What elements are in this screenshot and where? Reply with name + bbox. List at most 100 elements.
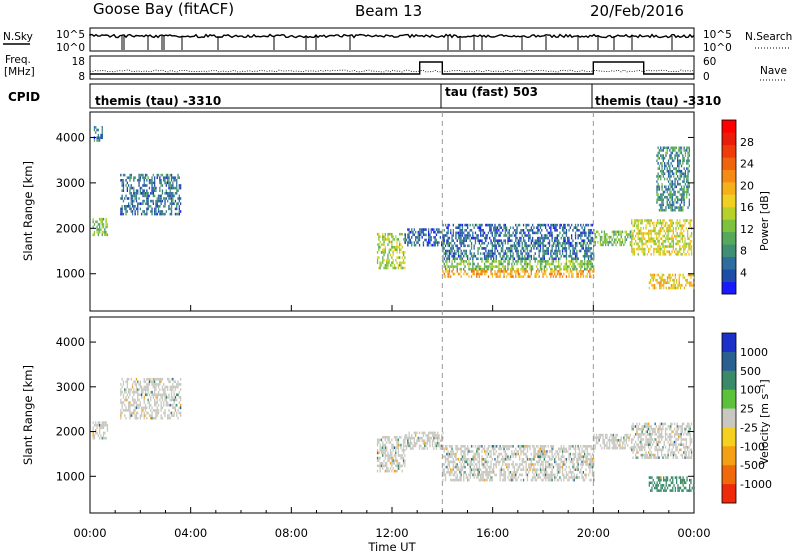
power-cell [658, 274, 659, 277]
velocity-cell [644, 425, 645, 428]
velocity-cell [542, 455, 543, 458]
power-cell [671, 157, 672, 160]
power-cell [528, 263, 529, 266]
power-cell [571, 258, 572, 261]
power-cell [672, 152, 673, 155]
velocity-cell [395, 465, 396, 468]
velocity-cell [129, 414, 130, 417]
power-cell [687, 191, 688, 194]
power-cell [675, 276, 676, 279]
power-cell [686, 219, 687, 222]
power-cell [685, 170, 686, 173]
power-cell [450, 247, 451, 250]
velocity-cell [477, 448, 478, 451]
velocity-cell [596, 434, 597, 437]
velocity-cell [455, 445, 456, 448]
velocity-cell [505, 479, 506, 482]
power-cell [649, 240, 650, 243]
velocity-cell [558, 448, 559, 451]
velocity-cell [500, 468, 501, 471]
velocity-cell [656, 449, 657, 452]
velocity-cell [144, 412, 145, 415]
power-cell [506, 275, 507, 278]
velocity-cell [626, 436, 627, 439]
power-cell [501, 270, 502, 273]
power-cell [662, 219, 663, 222]
power-cell [672, 204, 673, 207]
velocity-cell [623, 436, 624, 439]
power-cell [162, 184, 163, 187]
power-cell [502, 258, 503, 261]
power-cell [634, 219, 635, 222]
velocity-cell [533, 455, 534, 458]
power-cell [558, 242, 559, 245]
power-cell [672, 274, 673, 277]
velocity-cell [395, 449, 396, 452]
power-cell [428, 244, 429, 247]
power-cell [453, 229, 454, 232]
velocity-cell [98, 434, 99, 437]
velocity-cell [481, 445, 482, 448]
velocity-cell [157, 383, 158, 386]
power-cell [658, 243, 659, 246]
velocity-cell [494, 458, 495, 461]
velocity-cell [145, 409, 146, 412]
power-cell [520, 232, 521, 235]
power-cell [461, 275, 462, 278]
velocity-cell [493, 471, 494, 474]
velocity-cell [535, 468, 536, 471]
power-cell [480, 258, 481, 261]
power-cell [672, 193, 673, 196]
power-cell [552, 250, 553, 253]
power-cell [516, 232, 517, 235]
power-cell [657, 240, 658, 243]
power-cell [399, 233, 400, 236]
velocity-cell [505, 458, 506, 461]
velocity-cell [527, 474, 528, 477]
power-cell [677, 152, 678, 155]
power-cell [440, 231, 441, 234]
power-cell [663, 199, 664, 202]
power-cell [666, 235, 667, 238]
power-cell [480, 265, 481, 268]
power-cell [476, 258, 477, 261]
power-cell [587, 237, 588, 240]
velocity-cell [648, 456, 649, 459]
velocity-cell [500, 474, 501, 477]
power-cell [102, 221, 103, 224]
power-cell [678, 222, 679, 225]
power-cell [171, 187, 172, 190]
power-cell [602, 244, 603, 247]
power-cell [673, 188, 674, 191]
power-cell [678, 183, 679, 186]
power-cell [378, 256, 379, 259]
power-cell [501, 258, 502, 261]
power-cell [458, 252, 459, 255]
power-cell [133, 189, 134, 192]
velocity-cell [550, 463, 551, 466]
velocity-cell [168, 381, 169, 384]
power-cell [390, 241, 391, 244]
power-cell [468, 275, 469, 278]
power-cell [497, 239, 498, 242]
power-cell [663, 175, 664, 178]
power-cell [584, 242, 585, 245]
power-cell [666, 250, 667, 253]
power-cell [524, 263, 525, 266]
velocity-cell [502, 445, 503, 448]
velocity-cell [643, 433, 644, 436]
power-cell [503, 275, 504, 278]
power-cell [510, 226, 511, 229]
power-cell [639, 240, 640, 243]
velocity-cell [378, 457, 379, 460]
velocity-cell [138, 394, 139, 397]
velocity-cell [133, 388, 134, 391]
power-cell [487, 252, 488, 255]
power-cell [148, 197, 149, 200]
velocity-cell [467, 458, 468, 461]
power-cell [574, 252, 575, 255]
power-cell [516, 237, 517, 240]
power-cell [652, 240, 653, 243]
power-cell [377, 256, 378, 259]
power-cell [609, 241, 610, 244]
